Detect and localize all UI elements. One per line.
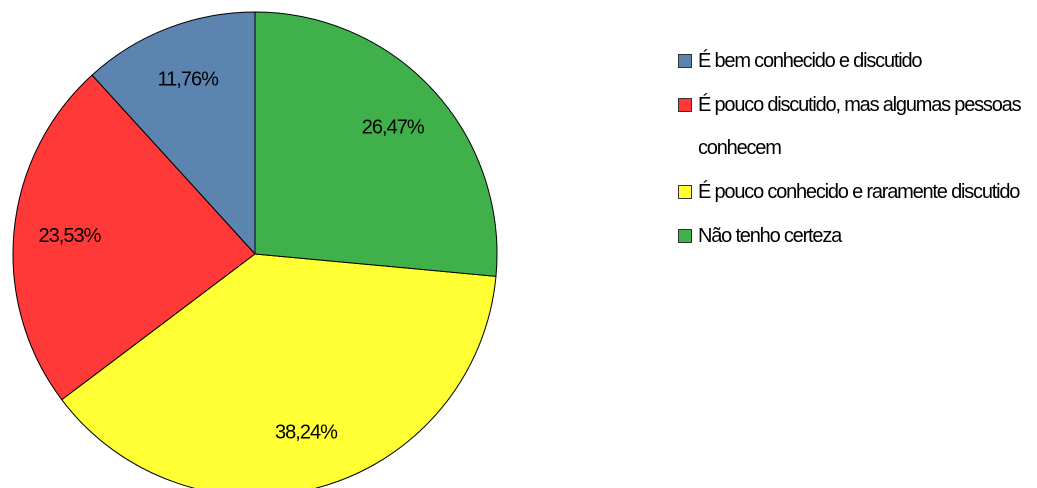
legend-label: É pouco conhecido e raramente discutido xyxy=(698,181,1020,203)
legend-item: É bem conhecido e discutido xyxy=(678,40,1023,83)
data-label: 23,53% xyxy=(39,225,102,247)
data-label: 38,24% xyxy=(275,422,338,444)
legend-item: É pouco conhecido e raramente discutido xyxy=(678,171,1023,214)
legend-item: Não tenho certeza xyxy=(678,215,1023,258)
legend-label: É pouco discutido, mas algumas pessoas c… xyxy=(698,94,1022,159)
pie-slice xyxy=(254,11,498,277)
data-label: 11,76% xyxy=(158,69,220,91)
legend: É bem conhecido e discutido É pouco discu… xyxy=(678,40,1023,259)
data-label: 26,47% xyxy=(362,117,425,139)
pie-slice xyxy=(61,253,497,488)
legend-label: É bem conhecido e discutido xyxy=(698,50,923,72)
legend-swatch xyxy=(678,98,692,112)
legend-swatch xyxy=(678,185,692,199)
pie-slice xyxy=(91,11,256,256)
legend-item: É pouco discutido, mas algumas pessoas c… xyxy=(678,84,1023,170)
pie-slice xyxy=(12,74,256,401)
legend-label: Não tenho certeza xyxy=(698,225,842,247)
legend-swatch xyxy=(678,54,692,68)
legend-swatch xyxy=(678,229,692,243)
